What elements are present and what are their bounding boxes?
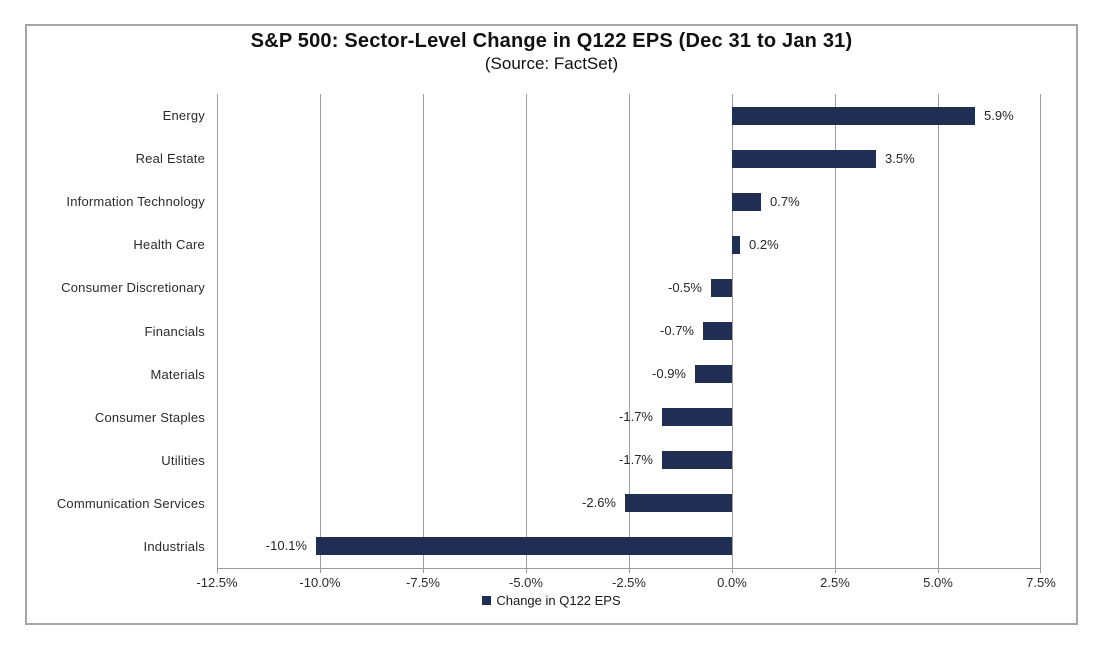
gridline xyxy=(732,94,733,568)
x-tick-label: 2.5% xyxy=(820,575,850,590)
bar-consumer-staples xyxy=(662,408,732,427)
x-tick-label: 7.5% xyxy=(1026,575,1056,590)
value-label: 3.5% xyxy=(885,150,915,166)
gridline xyxy=(217,94,218,568)
category-label-consumer-staples: Consumer Staples xyxy=(94,409,205,425)
bar-real-estate xyxy=(732,149,876,168)
axis-tick xyxy=(629,568,630,573)
x-tick-label: -5.0% xyxy=(509,575,543,590)
gridline xyxy=(938,94,939,568)
category-label-industrials: Industrials xyxy=(143,538,205,554)
axis-tick xyxy=(320,568,321,573)
bar-consumer-discretionary xyxy=(711,278,732,297)
value-label: -1.7% xyxy=(619,452,653,468)
value-label: -2.6% xyxy=(582,495,616,511)
value-label: -0.7% xyxy=(660,323,694,338)
x-tick-label: -7.5% xyxy=(406,575,440,590)
axis-tick xyxy=(423,568,424,573)
category-label-consumer-discretionary: Consumer Discretionary xyxy=(61,280,205,296)
plot-area: 5.9% 3.5% 0.7% 0.2% -0.5% -0.7% -0.9% -1.7% -1.7… xyxy=(217,94,1041,573)
gridline xyxy=(526,94,527,568)
category-label-utilities: Utilities xyxy=(161,452,205,468)
gridline xyxy=(629,94,630,568)
x-tick-label: -12.5% xyxy=(196,575,238,590)
bar-financials xyxy=(703,322,732,340)
value-label: 0.2% xyxy=(749,236,779,252)
axis-tick xyxy=(217,568,218,573)
category-label-materials: Materials xyxy=(150,366,205,382)
legend-label: Change in Q122 EPS xyxy=(496,593,621,608)
bar-communication-services xyxy=(625,494,732,513)
gridline xyxy=(320,94,321,568)
value-label: 0.7% xyxy=(770,193,800,209)
gridline xyxy=(1040,94,1041,568)
axis-tick xyxy=(732,568,733,573)
axis-tick xyxy=(526,568,527,573)
chart-subtitle: (Source: FactSet) xyxy=(484,54,619,73)
axis-tick xyxy=(835,568,836,573)
value-label: -0.9% xyxy=(652,366,686,382)
axis-tick xyxy=(1040,568,1041,573)
gridline xyxy=(423,94,424,568)
category-axis: Energy Real Estate Information Technology H… xyxy=(27,94,205,568)
value-label: -1.7% xyxy=(619,409,653,425)
x-tick-label: -10.0% xyxy=(299,575,341,590)
x-tick-label: 5.0% xyxy=(923,575,953,590)
value-label: -10.1% xyxy=(265,538,307,554)
category-label-financials: Financials xyxy=(144,323,205,339)
value-label: 5.9% xyxy=(984,107,1014,123)
legend-swatch-icon xyxy=(482,596,492,605)
chart-title: S&P 500: Sector-Level Change in Q122 EPS… xyxy=(250,30,853,52)
bar-information-technology xyxy=(732,192,761,211)
category-label-real-estate: Real Estate xyxy=(135,151,205,167)
bar-utilities xyxy=(662,451,732,470)
x-tick-label: -2.5% xyxy=(612,575,646,590)
category-label-health-care: Health Care xyxy=(133,237,205,253)
chart-frame: S&P 500: Sector-Level Change in Q122 EPS… xyxy=(25,24,1078,625)
bar-health-care xyxy=(732,235,740,254)
axis-tick xyxy=(938,568,939,573)
value-label: -0.5% xyxy=(668,279,702,295)
category-label-energy: Energy xyxy=(162,108,205,124)
bar-materials xyxy=(695,365,732,384)
legend: Change in Q122 EPS xyxy=(27,593,1076,608)
category-label-information-technology: Information Technology xyxy=(66,194,205,210)
category-label-communication-services: Communication Services xyxy=(56,495,205,511)
x-tick-label: 0.0% xyxy=(717,575,747,590)
bar-energy xyxy=(732,106,975,125)
gridline xyxy=(835,94,836,568)
x-axis-tick-labels: -12.5% -10.0% -7.5% -5.0% -2.5% 0.0% 2.5% 5.0% 7… xyxy=(196,575,1055,591)
bar-industrials xyxy=(316,537,732,556)
